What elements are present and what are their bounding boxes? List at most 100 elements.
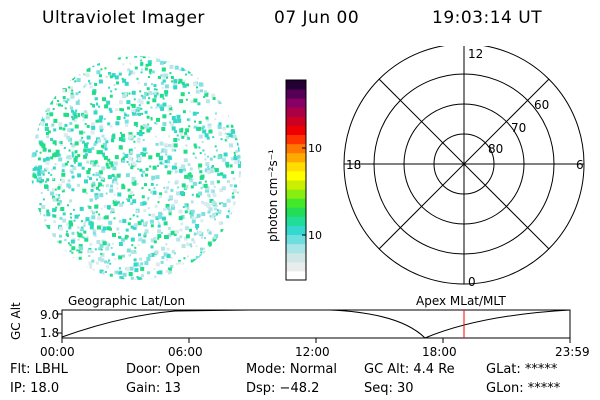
x-tick-12-00: 12:00 <box>295 345 330 359</box>
uv-pixel <box>31 205 32 210</box>
uv-pixel <box>128 253 131 256</box>
uv-pixel <box>49 101 53 105</box>
uv-pixel <box>156 103 160 107</box>
uv-pixel <box>145 173 148 177</box>
uv-pixel <box>241 122 243 124</box>
uv-pixel <box>35 266 38 269</box>
colorbar-segment <box>286 143 306 154</box>
uv-pixel <box>105 140 109 144</box>
uv-pixel <box>88 250 92 253</box>
uv-pixel <box>205 99 210 104</box>
uv-pixel <box>62 96 66 99</box>
uv-pixel <box>132 225 137 230</box>
uv-pixel <box>144 281 146 283</box>
uv-pixel <box>143 222 146 225</box>
uv-pixel <box>131 108 136 113</box>
uv-pixel <box>86 160 90 164</box>
uv-pixel <box>77 99 80 102</box>
uv-pixel <box>108 86 111 89</box>
uv-pixel <box>190 185 194 189</box>
uv-pixel <box>27 252 30 255</box>
uv-pixel <box>216 69 221 74</box>
uv-pixel <box>210 214 214 219</box>
colorbar-segment <box>286 234 306 245</box>
uv-pixel <box>92 231 96 235</box>
uv-pixel <box>111 173 115 177</box>
colorbar-segment <box>286 152 306 163</box>
uv-pixel <box>49 62 53 66</box>
uv-pixel <box>68 86 71 89</box>
uv-pixel <box>178 259 181 263</box>
uv-pixel <box>163 207 166 211</box>
uv-pixel <box>183 149 188 154</box>
uv-pixel <box>52 197 57 202</box>
uv-pixel <box>96 240 101 244</box>
uv-pixel <box>203 264 207 269</box>
uv-pixel <box>186 276 189 280</box>
uv-pixel <box>42 237 47 242</box>
uv-pixel <box>218 122 222 126</box>
uv-pixel <box>212 190 215 193</box>
uv-pixel <box>173 233 177 237</box>
uv-pixel <box>145 92 149 96</box>
uv-pixel <box>207 271 210 274</box>
uv-pixel <box>176 191 181 196</box>
uv-pixel <box>169 121 172 124</box>
uv-pixel <box>148 91 153 95</box>
uv-pixel <box>162 122 167 127</box>
uv-pixel <box>57 267 62 272</box>
uv-pixel <box>130 166 134 170</box>
uv-pixel <box>112 56 116 57</box>
uv-pixel <box>167 267 172 272</box>
uv-pixel <box>116 173 121 178</box>
uv-pixel <box>41 107 44 110</box>
uv-pixel <box>111 135 116 140</box>
uv-pixel <box>106 100 111 105</box>
uv-pixel <box>197 266 202 271</box>
uv-pixel <box>170 256 173 259</box>
uv-pixel <box>229 273 233 277</box>
x-tick-00-00: 00:00 <box>40 345 75 359</box>
uv-pixel <box>162 163 165 166</box>
uv-pixel <box>133 223 138 228</box>
uv-pixel <box>128 73 131 76</box>
uv-pixel <box>75 64 77 67</box>
uv-pixel <box>207 165 210 168</box>
colorbar-segment <box>286 198 306 208</box>
uv-pixel <box>71 115 74 118</box>
uv-pixel <box>187 255 189 258</box>
uv-pixel <box>109 161 114 166</box>
uv-pixel <box>188 125 191 128</box>
uv-pixel <box>68 226 72 230</box>
uv-pixel <box>178 80 182 84</box>
uv-pixel <box>228 238 231 241</box>
uv-pixel <box>155 175 160 180</box>
uv-pixel <box>240 142 241 145</box>
uv-pixel <box>34 274 37 277</box>
uv-pixel <box>134 66 138 70</box>
uv-pixel <box>197 77 199 80</box>
uv-pixel <box>114 75 119 80</box>
uv-pixel <box>153 84 157 88</box>
uv-pixel <box>66 230 68 233</box>
uv-pixel <box>200 251 203 254</box>
uv-pixel <box>174 130 178 134</box>
uv-pixel <box>33 60 37 64</box>
uv-pixel <box>62 56 67 58</box>
uv-pixel <box>228 212 231 215</box>
uv-pixel <box>85 142 88 145</box>
uv-pixel <box>184 204 188 208</box>
uv-pixel <box>211 68 214 71</box>
uv-pixel <box>40 236 45 241</box>
uv-pixel <box>183 257 186 260</box>
uv-pixel <box>236 202 240 207</box>
uv-pixel <box>218 101 222 105</box>
uv-pixel <box>47 82 50 85</box>
uv-pixel <box>145 152 148 154</box>
uv-pixel <box>95 261 99 265</box>
uv-pixel <box>232 63 237 68</box>
status-gc-alt: GC Alt: 4.4 Re <box>364 362 455 377</box>
uv-pixel <box>140 61 144 65</box>
uv-pixel <box>234 160 239 165</box>
uv-pixel <box>234 184 237 188</box>
